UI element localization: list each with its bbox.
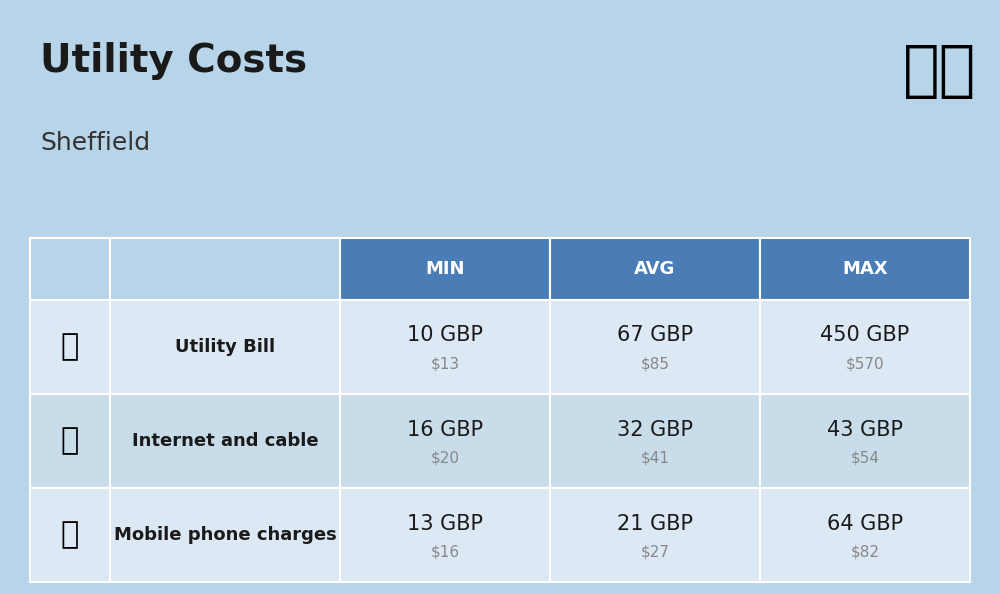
Text: 16 GBP: 16 GBP [407,419,483,440]
Text: MIN: MIN [425,260,465,277]
FancyBboxPatch shape [760,488,970,582]
Text: $16: $16 [430,545,460,560]
Text: $54: $54 [850,450,880,465]
Text: $82: $82 [850,545,880,560]
FancyBboxPatch shape [550,488,760,582]
FancyBboxPatch shape [30,299,110,394]
Text: 📡: 📡 [61,426,79,456]
Text: 67 GBP: 67 GBP [617,326,693,345]
Text: MAX: MAX [842,260,888,277]
Text: Sheffield: Sheffield [40,131,150,154]
Text: Mobile phone charges: Mobile phone charges [114,526,336,544]
FancyBboxPatch shape [550,238,760,299]
Text: 32 GBP: 32 GBP [617,419,693,440]
Text: 10 GBP: 10 GBP [407,326,483,345]
FancyBboxPatch shape [340,394,550,488]
FancyBboxPatch shape [30,394,110,488]
FancyBboxPatch shape [110,488,340,582]
Text: 13 GBP: 13 GBP [407,514,483,534]
Text: 🇬🇧: 🇬🇧 [903,42,977,100]
FancyBboxPatch shape [340,488,550,582]
Text: 450 GBP: 450 GBP [820,326,910,345]
Text: $13: $13 [430,356,460,371]
Text: Internet and cable: Internet and cable [132,432,318,450]
Text: 21 GBP: 21 GBP [617,514,693,534]
Text: AVG: AVG [634,260,676,277]
FancyBboxPatch shape [550,394,760,488]
FancyBboxPatch shape [760,299,970,394]
Text: $20: $20 [430,450,460,465]
FancyBboxPatch shape [760,238,970,299]
Text: $41: $41 [640,450,670,465]
Text: $85: $85 [640,356,670,371]
FancyBboxPatch shape [30,488,110,582]
Text: Utility Costs: Utility Costs [40,42,307,80]
Text: $570: $570 [846,356,884,371]
FancyBboxPatch shape [760,394,970,488]
Text: $27: $27 [640,545,670,560]
Text: 🔌: 🔌 [61,332,79,361]
FancyBboxPatch shape [110,238,340,299]
Text: 📱: 📱 [61,520,79,549]
FancyBboxPatch shape [340,238,550,299]
Text: Utility Bill: Utility Bill [175,338,275,356]
FancyBboxPatch shape [110,394,340,488]
Text: 64 GBP: 64 GBP [827,514,903,534]
Text: 43 GBP: 43 GBP [827,419,903,440]
FancyBboxPatch shape [550,299,760,394]
FancyBboxPatch shape [340,299,550,394]
FancyBboxPatch shape [30,238,110,299]
FancyBboxPatch shape [110,299,340,394]
